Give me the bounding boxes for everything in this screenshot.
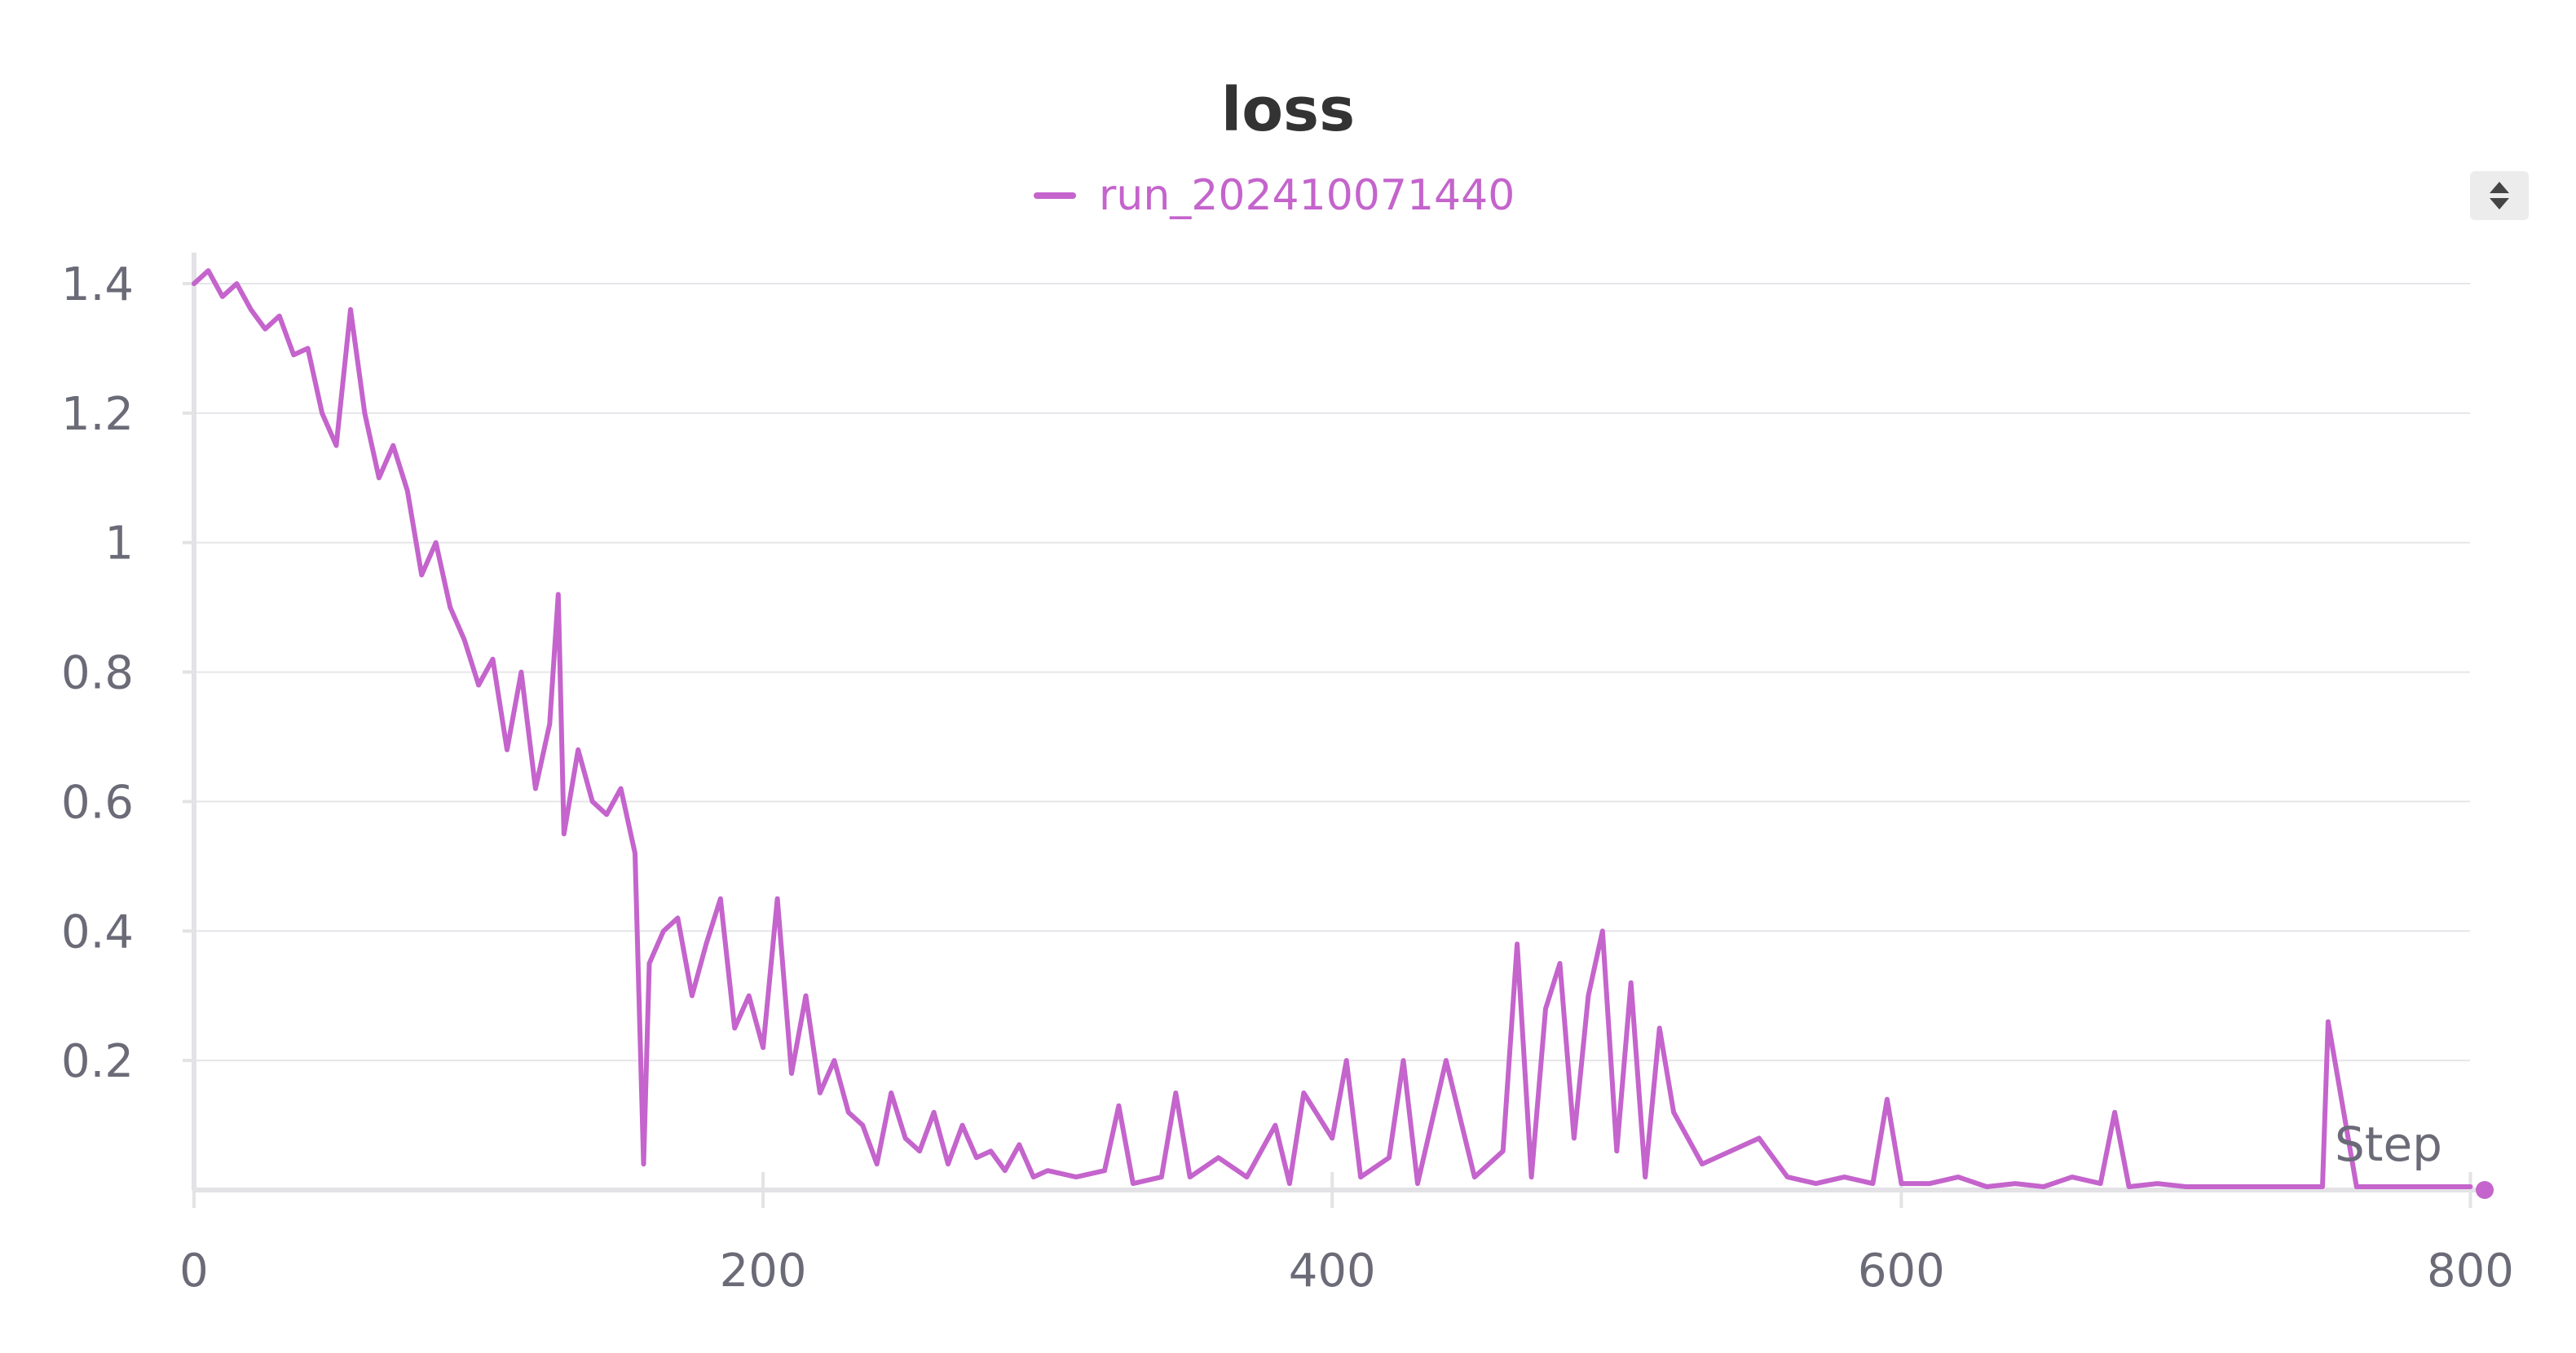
legend-label: run_202410071440: [1099, 171, 1515, 220]
chevron-down-icon[interactable]: [2490, 198, 2509, 209]
y-tick-label: 1: [104, 518, 134, 571]
legend[interactable]: run_202410071440: [1034, 171, 1515, 220]
y-tick-label: 0.2: [61, 1035, 134, 1088]
y-tick-label: 0.6: [61, 776, 134, 829]
x-tick-label: 800: [2427, 1245, 2514, 1298]
y-tick-label: 1.2: [61, 388, 134, 441]
x-tick-label: 400: [1289, 1245, 1376, 1298]
legend-scroll-control[interactable]: [2470, 171, 2529, 220]
chevron-up-icon[interactable]: [2490, 182, 2509, 193]
x-tick-label: 0: [179, 1245, 209, 1298]
chart-title: loss: [1220, 75, 1356, 145]
legend-swatch: [1034, 192, 1076, 199]
zoom-handle[interactable]: [2476, 1181, 2494, 1199]
series-line-run_202410071440[interactable]: [192, 268, 2473, 1189]
x-axis-title: Step: [2335, 1117, 2442, 1172]
y-tick-label: 1.4: [61, 258, 134, 311]
x-tick-label: 200: [720, 1245, 807, 1298]
x-tick-label: 600: [1858, 1245, 1945, 1298]
y-tick-label: 0.4: [61, 906, 134, 959]
y-tick-label: 0.8: [61, 647, 134, 700]
